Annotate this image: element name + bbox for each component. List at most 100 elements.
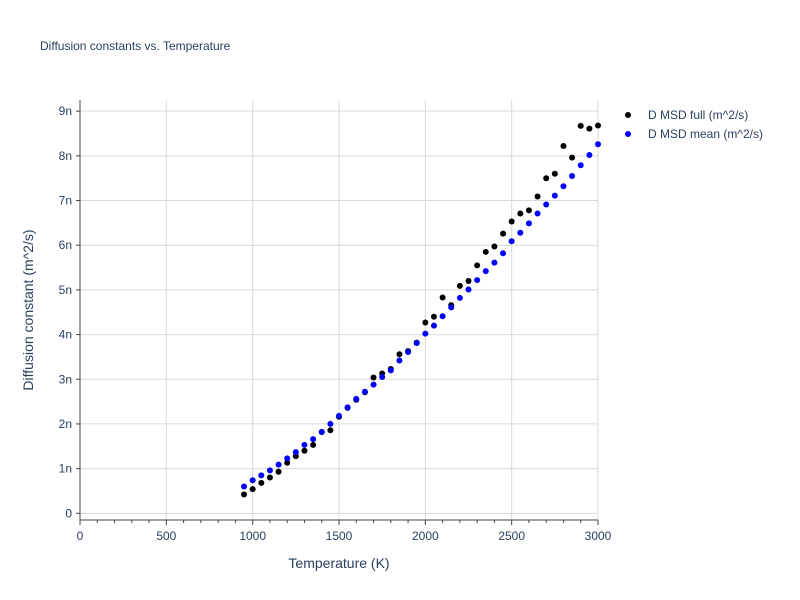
point-msd-mean[interactable] — [525, 220, 532, 227]
point-msd-mean[interactable] — [560, 183, 567, 190]
point-msd-mean[interactable] — [551, 192, 558, 199]
x-tick-label: 1000 — [239, 529, 266, 543]
point-msd-mean[interactable] — [327, 420, 334, 427]
point-msd-full[interactable] — [569, 154, 576, 161]
point-msd-mean[interactable] — [482, 268, 489, 275]
point-msd-full[interactable] — [396, 351, 403, 358]
point-msd-mean[interactable] — [491, 259, 498, 266]
y-tick-label: 7n — [59, 194, 72, 208]
x-tick-label: 1500 — [326, 529, 353, 543]
point-msd-mean[interactable] — [275, 461, 282, 468]
point-msd-full[interactable] — [266, 474, 273, 481]
point-msd-full[interactable] — [500, 230, 507, 237]
point-msd-full[interactable] — [301, 447, 308, 454]
data-points — [241, 122, 601, 498]
point-msd-full[interactable] — [474, 262, 481, 269]
y-tick-label: 8n — [59, 149, 72, 163]
point-msd-mean[interactable] — [353, 395, 360, 402]
y-tick-label: 6n — [59, 238, 72, 252]
point-msd-mean[interactable] — [474, 277, 481, 284]
point-msd-mean[interactable] — [456, 294, 463, 301]
point-msd-mean[interactable] — [430, 322, 437, 329]
x-tick-label: 2500 — [498, 529, 525, 543]
x-tick-label: 500 — [156, 529, 176, 543]
point-msd-full[interactable] — [456, 282, 463, 289]
point-msd-mean[interactable] — [517, 229, 524, 236]
point-msd-mean[interactable] — [336, 412, 342, 419]
y-tick-label: 2n — [59, 417, 72, 431]
point-msd-full[interactable] — [422, 319, 429, 326]
point-msd-full[interactable] — [508, 218, 515, 225]
x-tick-label: 0 — [77, 529, 84, 543]
legend-marker-full — [625, 112, 631, 118]
point-msd-mean[interactable] — [266, 467, 273, 474]
point-msd-mean[interactable] — [465, 286, 472, 293]
point-msd-mean[interactable] — [370, 381, 377, 388]
point-msd-mean[interactable] — [543, 201, 550, 208]
point-msd-mean[interactable] — [448, 304, 455, 311]
point-msd-full[interactable] — [430, 313, 437, 320]
point-msd-full[interactable] — [258, 479, 265, 486]
point-msd-full[interactable] — [534, 193, 541, 200]
point-msd-mean[interactable] — [387, 367, 394, 374]
legend[interactable]: D MSD full (m^2/s) D MSD mean (m^2/s) — [625, 108, 763, 141]
y-tick-label: 1n — [59, 462, 72, 476]
point-msd-full[interactable] — [284, 459, 291, 466]
point-msd-mean[interactable] — [439, 313, 446, 320]
y-tick-label: 4n — [59, 328, 72, 342]
point-msd-mean[interactable] — [284, 455, 291, 462]
point-msd-full[interactable] — [577, 122, 584, 129]
point-msd-full[interactable] — [465, 277, 472, 284]
x-tick-label: 2000 — [412, 529, 439, 543]
point-msd-full[interactable] — [560, 143, 567, 150]
y-tick-label: 3n — [59, 372, 72, 386]
point-msd-mean[interactable] — [361, 388, 368, 395]
point-msd-mean[interactable] — [318, 428, 325, 435]
point-msd-full[interactable] — [525, 207, 532, 214]
point-msd-mean[interactable] — [310, 436, 317, 443]
point-msd-full[interactable] — [241, 491, 248, 498]
y-tick-label: 5n — [59, 283, 72, 297]
point-msd-mean[interactable] — [249, 477, 256, 484]
point-msd-full[interactable] — [249, 486, 256, 493]
point-msd-full[interactable] — [482, 248, 489, 255]
point-msd-full[interactable] — [491, 243, 498, 250]
tick-labels: 0 500 1000 1500 2000 2500 3000 0 1n 2n 3n 4n 5n 6n 7n 8… — [59, 104, 612, 543]
point-msd-mean[interactable] — [508, 238, 515, 245]
chart-title: Diffusion constants vs. Temperature — [40, 39, 231, 53]
point-msd-mean[interactable] — [500, 250, 507, 257]
point-msd-mean[interactable] — [534, 210, 541, 217]
legend-label-full: D MSD full (m^2/s) — [648, 108, 748, 122]
point-msd-mean[interactable] — [344, 404, 351, 411]
point-msd-mean[interactable] — [569, 172, 576, 179]
point-msd-full[interactable] — [586, 125, 593, 132]
point-msd-mean[interactable] — [422, 330, 429, 337]
point-msd-mean[interactable] — [241, 483, 248, 490]
point-msd-full[interactable] — [543, 175, 550, 182]
point-msd-full[interactable] — [595, 122, 601, 129]
point-msd-full[interactable] — [327, 427, 334, 434]
x-tick-label: 3000 — [585, 529, 612, 543]
point-msd-mean[interactable] — [396, 357, 403, 364]
point-msd-full[interactable] — [439, 294, 446, 301]
y-axis-title: Diffusion constant (m^2/s) — [20, 229, 36, 390]
point-msd-mean[interactable] — [413, 340, 420, 347]
point-msd-full[interactable] — [551, 170, 558, 177]
legend-marker-mean — [625, 131, 631, 137]
point-msd-mean[interactable] — [258, 472, 265, 479]
point-msd-full[interactable] — [310, 441, 317, 448]
point-msd-full[interactable] — [370, 374, 377, 381]
point-msd-mean[interactable] — [292, 449, 299, 456]
point-msd-mean[interactable] — [586, 151, 593, 158]
point-msd-full[interactable] — [275, 468, 282, 475]
legend-label-mean: D MSD mean (m^2/s) — [648, 127, 763, 141]
point-msd-mean[interactable] — [405, 349, 412, 355]
x-axis-title: Temperature (K) — [288, 555, 389, 571]
point-msd-full[interactable] — [517, 210, 524, 217]
point-msd-mean[interactable] — [379, 374, 386, 381]
grid-lines — [80, 100, 599, 520]
point-msd-mean[interactable] — [301, 441, 308, 448]
point-msd-mean[interactable] — [595, 141, 601, 148]
point-msd-mean[interactable] — [577, 162, 584, 169]
